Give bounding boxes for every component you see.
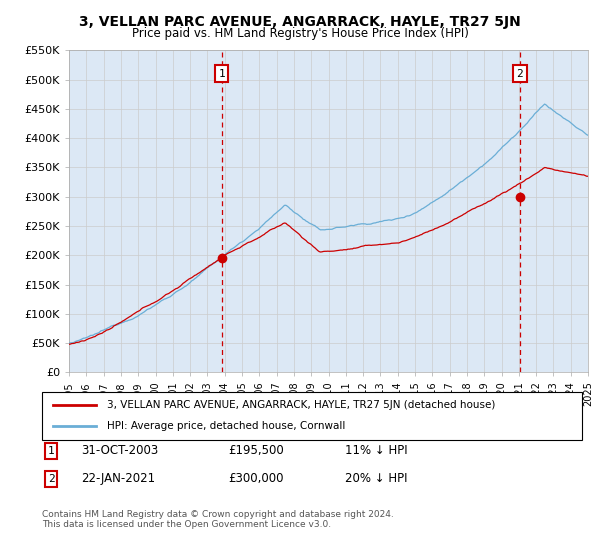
Text: 2: 2 bbox=[47, 474, 55, 484]
Text: 2: 2 bbox=[517, 69, 523, 79]
Text: 20% ↓ HPI: 20% ↓ HPI bbox=[345, 472, 407, 486]
FancyBboxPatch shape bbox=[42, 392, 582, 440]
Text: 3, VELLAN PARC AVENUE, ANGARRACK, HAYLE, TR27 5JN: 3, VELLAN PARC AVENUE, ANGARRACK, HAYLE,… bbox=[79, 15, 521, 29]
Text: 11% ↓ HPI: 11% ↓ HPI bbox=[345, 444, 407, 458]
Text: 1: 1 bbox=[47, 446, 55, 456]
Text: Contains HM Land Registry data © Crown copyright and database right 2024.
This d: Contains HM Land Registry data © Crown c… bbox=[42, 510, 394, 529]
Text: £195,500: £195,500 bbox=[228, 444, 284, 458]
Text: Price paid vs. HM Land Registry's House Price Index (HPI): Price paid vs. HM Land Registry's House … bbox=[131, 27, 469, 40]
Text: 22-JAN-2021: 22-JAN-2021 bbox=[81, 472, 155, 486]
Text: 31-OCT-2003: 31-OCT-2003 bbox=[81, 444, 158, 458]
Text: £300,000: £300,000 bbox=[228, 472, 284, 486]
Text: HPI: Average price, detached house, Cornwall: HPI: Average price, detached house, Corn… bbox=[107, 421, 345, 431]
Text: 1: 1 bbox=[218, 69, 225, 79]
Text: 3, VELLAN PARC AVENUE, ANGARRACK, HAYLE, TR27 5JN (detached house): 3, VELLAN PARC AVENUE, ANGARRACK, HAYLE,… bbox=[107, 400, 495, 410]
